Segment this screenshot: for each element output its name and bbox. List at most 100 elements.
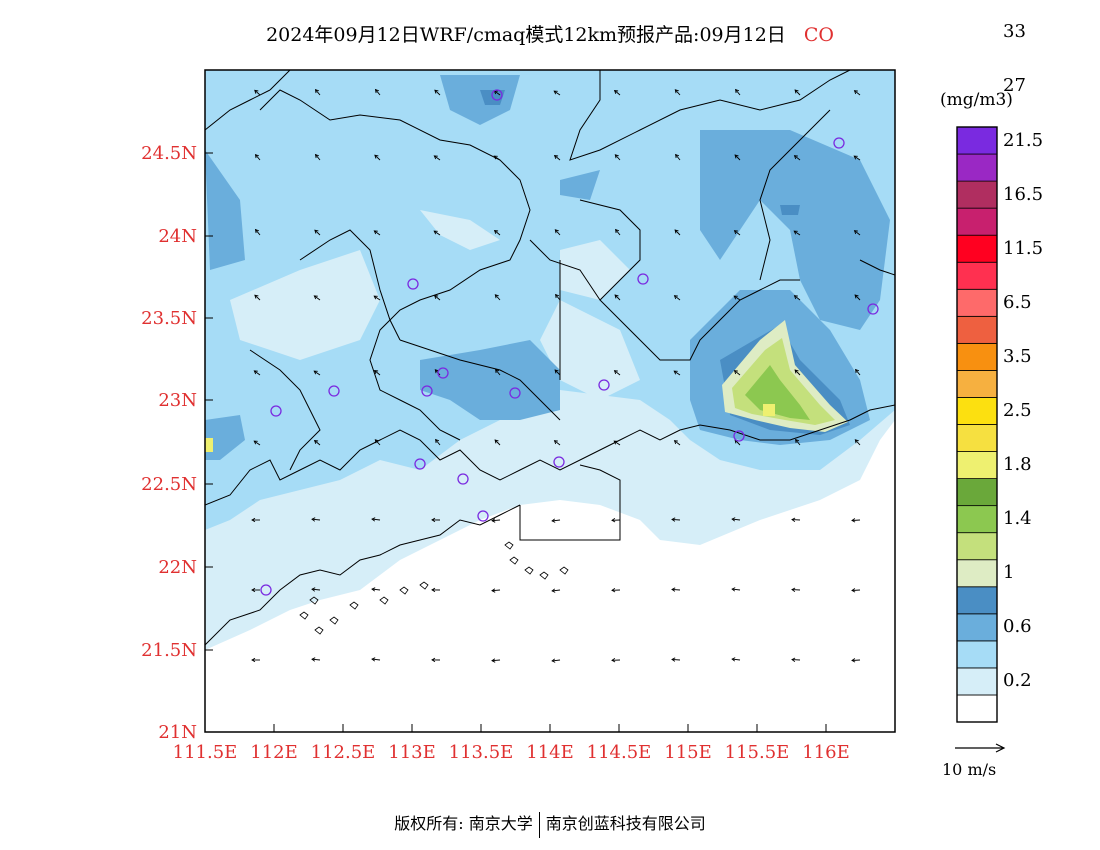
wind-arrow <box>674 440 681 446</box>
wind-arrow <box>371 658 381 661</box>
wind-arrowhead <box>435 438 440 444</box>
wind-arrow <box>675 154 681 161</box>
wind-arrow <box>734 439 741 446</box>
colorbar-swatch <box>956 424 998 452</box>
wind-arrowhead <box>551 518 556 523</box>
wind-arrow <box>732 658 741 661</box>
wind-arrowhead <box>854 294 859 299</box>
wind-arrow <box>553 90 561 96</box>
wind-scale-arrowhead <box>995 743 1006 753</box>
wind-arrowhead <box>491 658 496 663</box>
wind-arrowhead <box>314 153 319 159</box>
wind-arrowhead <box>733 230 738 235</box>
wind-arrowhead <box>613 370 618 375</box>
colorbar-swatch <box>956 559 998 588</box>
wind-arrowhead <box>254 294 259 299</box>
wind-arrow <box>851 659 861 661</box>
wind-arrowhead <box>793 155 798 160</box>
wind-arrow <box>554 369 561 376</box>
wind-arrowhead <box>371 587 376 592</box>
wind-arrowhead <box>854 439 859 444</box>
wind-arrowhead <box>493 229 499 234</box>
wind-vectors <box>251 88 861 663</box>
wind-arrowhead <box>495 368 500 374</box>
wind-arrow <box>733 295 741 301</box>
wind-arrowhead <box>254 228 259 234</box>
wind-arrowhead <box>311 587 316 592</box>
colorbar-label: 1 <box>1003 562 1015 584</box>
station-marker <box>491 89 503 101</box>
wind-arrowhead <box>374 439 379 444</box>
station-marker <box>477 510 489 522</box>
island-8 <box>504 541 514 550</box>
footer-divider <box>538 811 540 838</box>
wind-arrowhead <box>853 230 858 235</box>
wind-arrowhead <box>673 295 678 300</box>
colorbar-label: 21.5 <box>1003 129 1044 151</box>
wind-arrow <box>671 588 681 591</box>
wind-arrowhead <box>791 517 796 522</box>
wind-arrowhead <box>615 228 620 234</box>
wind-arrowhead <box>674 89 679 94</box>
colorbar-swatch <box>956 370 998 398</box>
lon-label: 112E <box>250 742 298 763</box>
wind-arrow <box>615 229 621 236</box>
boundary-line-11 <box>529 239 601 301</box>
wind-arrow <box>371 518 381 521</box>
wind-arrow <box>851 589 861 591</box>
latitude-labels: 24.5N 24N 23.5N 23N 22.5N 22N 21.5N 21N <box>141 143 197 743</box>
wind-arrowhead <box>614 294 619 299</box>
wind-arrow <box>311 588 321 591</box>
wind-arrowhead <box>314 229 319 234</box>
island-9 <box>509 556 519 565</box>
wind-arrowhead <box>313 439 319 444</box>
lat-label: 22N <box>158 557 197 578</box>
island-2 <box>314 626 324 635</box>
wind-arrow <box>314 229 321 236</box>
footer-right: 南京创蓝科技有限公司 <box>545 814 706 833</box>
field-level-2-5 <box>745 365 810 420</box>
wind-arrow <box>435 439 441 446</box>
colorbar-swatch <box>956 586 998 615</box>
wind-arrowhead <box>551 588 556 593</box>
wind-arrowhead <box>433 155 438 160</box>
lat-label: 22.5N <box>141 474 197 495</box>
wind-arrow <box>552 659 561 662</box>
wind-arrowhead <box>851 518 856 523</box>
wind-arrow <box>555 294 561 301</box>
wind-arrow <box>674 89 681 96</box>
station-marker <box>509 387 521 399</box>
wind-arrow <box>554 229 561 236</box>
wind-arrow <box>254 370 261 376</box>
colorbar-swatch <box>956 153 998 182</box>
lat-label: 23.5N <box>141 308 197 329</box>
colorbar-swatch <box>956 694 998 723</box>
wind-arrow <box>434 89 441 96</box>
wind-arrowhead <box>673 440 678 445</box>
wind-arrow <box>794 295 801 301</box>
colorbar-label: 0.6 <box>1003 616 1032 638</box>
wind-arrow <box>374 439 381 446</box>
island-10 <box>524 566 534 575</box>
boundary-line-9 <box>399 339 561 421</box>
wind-arrowhead <box>553 440 558 445</box>
wind-arrow <box>494 294 501 301</box>
wind-arrow <box>793 230 801 236</box>
wind-arrowhead <box>491 518 496 523</box>
wind-arrowhead <box>494 439 499 444</box>
colorbar-swatch <box>956 234 998 263</box>
colorbar-label: 6.5 <box>1003 291 1032 313</box>
wind-arrowhead <box>431 517 436 523</box>
colorbar-swatch <box>956 397 998 425</box>
wind-arrowhead <box>853 155 858 160</box>
colorbar-label: 2.5 <box>1003 400 1032 421</box>
footer-left: 版权所有: 南京大学 <box>394 814 533 833</box>
wind-arrow <box>795 439 801 446</box>
wind-arrowhead <box>311 517 316 522</box>
lat-label: 21N <box>158 722 197 743</box>
wind-arrow <box>313 370 321 376</box>
lon-label: 111.5E <box>173 742 238 763</box>
colorbar <box>956 126 998 723</box>
wind-arrowhead <box>611 658 616 663</box>
colorbar-swatch <box>956 261 998 290</box>
